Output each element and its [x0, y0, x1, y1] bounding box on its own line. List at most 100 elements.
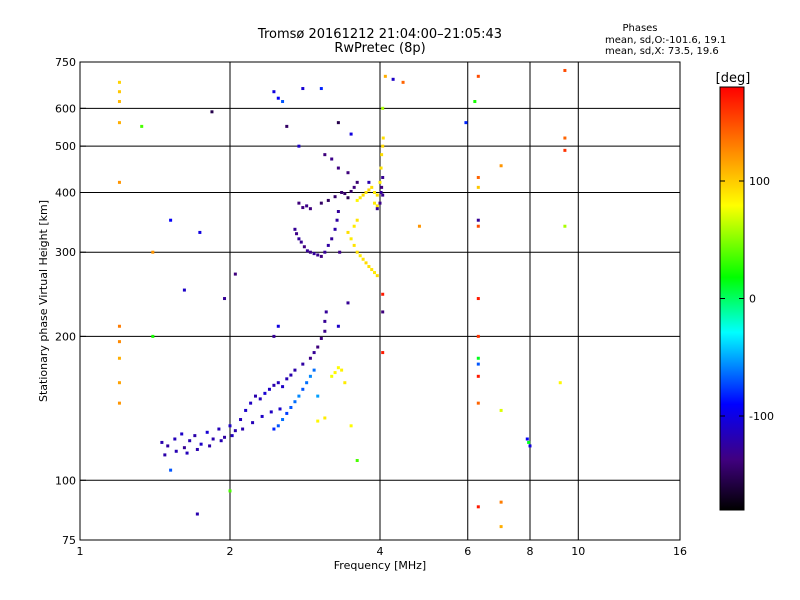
- data-point: [160, 440, 164, 444]
- data-point: [563, 136, 567, 140]
- data-point: [378, 180, 382, 184]
- data-point: [361, 193, 365, 197]
- data-point: [208, 444, 212, 448]
- data-point: [278, 407, 282, 411]
- data-point: [355, 180, 359, 184]
- data-point: [305, 381, 309, 385]
- data-point: [343, 192, 347, 196]
- data-point: [352, 224, 356, 228]
- data-point: [346, 196, 350, 200]
- data-point: [336, 121, 340, 125]
- y-tick-label: 600: [55, 102, 76, 115]
- data-point: [151, 334, 155, 338]
- data-point: [188, 439, 192, 443]
- data-point: [476, 297, 480, 301]
- data-point: [319, 87, 323, 91]
- data-point: [476, 334, 480, 338]
- data-point: [199, 442, 203, 446]
- data-point: [269, 410, 273, 414]
- data-point: [272, 90, 276, 94]
- data-point: [312, 368, 316, 372]
- data-point: [297, 201, 301, 205]
- data-point: [230, 434, 234, 438]
- data-point: [563, 68, 567, 72]
- x-tick-label: 1: [77, 545, 84, 558]
- data-point: [349, 189, 353, 193]
- data-point: [336, 324, 340, 328]
- data-point: [381, 144, 385, 148]
- data-point: [323, 329, 327, 333]
- data-point: [499, 525, 503, 529]
- data-point: [358, 254, 362, 258]
- data-point: [381, 136, 385, 140]
- colorbar-tick-label: -100: [749, 410, 774, 423]
- data-point: [326, 243, 330, 247]
- data-point: [380, 153, 384, 157]
- data-point: [370, 268, 374, 272]
- data-point: [527, 440, 531, 444]
- data-point: [301, 387, 305, 391]
- data-point: [381, 193, 385, 197]
- data-point: [272, 334, 276, 338]
- data-point: [367, 265, 371, 269]
- data-point: [263, 391, 267, 395]
- data-point: [379, 190, 383, 194]
- data-point: [476, 356, 480, 360]
- data-point: [364, 190, 368, 194]
- data-point: [355, 218, 359, 222]
- data-point: [260, 414, 264, 418]
- data-point: [316, 394, 320, 398]
- data-point: [333, 371, 337, 375]
- x-tick-label: 6: [464, 545, 471, 558]
- data-point: [319, 254, 323, 258]
- data-point: [333, 195, 337, 199]
- data-point: [223, 297, 227, 301]
- data-point: [473, 100, 477, 104]
- data-point: [281, 385, 285, 389]
- x-axis-label: Frequency [MHz]: [334, 559, 426, 572]
- colorbar-tick-label: 0: [749, 293, 756, 306]
- data-point: [295, 232, 299, 236]
- x-tick-label: 4: [377, 545, 384, 558]
- data-point: [253, 394, 257, 398]
- y-tick-label: 500: [55, 140, 76, 153]
- data-point: [336, 166, 340, 170]
- data-point: [276, 381, 280, 385]
- data-point: [117, 401, 121, 405]
- data-point: [301, 362, 305, 366]
- data-point: [343, 381, 347, 385]
- data-point: [312, 351, 316, 355]
- data-point: [381, 351, 385, 355]
- data-point: [563, 224, 567, 228]
- data-point: [198, 230, 202, 234]
- data-point: [361, 257, 365, 261]
- data-point: [375, 274, 379, 278]
- data-point: [476, 401, 480, 405]
- data-point: [336, 210, 340, 214]
- data-point: [302, 245, 306, 249]
- chart-title: Tromsø 20161212 21:04:00–21:05:43: [257, 27, 502, 42]
- data-point: [272, 383, 276, 387]
- grid-lines: [80, 62, 680, 540]
- data-point: [117, 80, 121, 84]
- data-point: [367, 180, 371, 184]
- data-point: [346, 301, 350, 305]
- data-point: [379, 166, 383, 170]
- data-point: [211, 437, 215, 441]
- data-point: [476, 74, 480, 78]
- data-point: [223, 435, 227, 439]
- stats-heading: Phases: [622, 23, 657, 34]
- data-point: [352, 243, 356, 247]
- data-point: [349, 424, 353, 428]
- data-point: [195, 512, 199, 516]
- data-point: [381, 106, 385, 110]
- data-point: [308, 356, 312, 360]
- data-point: [476, 175, 480, 179]
- data-point: [349, 132, 353, 136]
- data-points: [117, 68, 567, 529]
- data-point: [346, 171, 350, 175]
- data-point: [219, 439, 223, 443]
- data-point: [333, 227, 337, 231]
- data-point: [285, 411, 289, 415]
